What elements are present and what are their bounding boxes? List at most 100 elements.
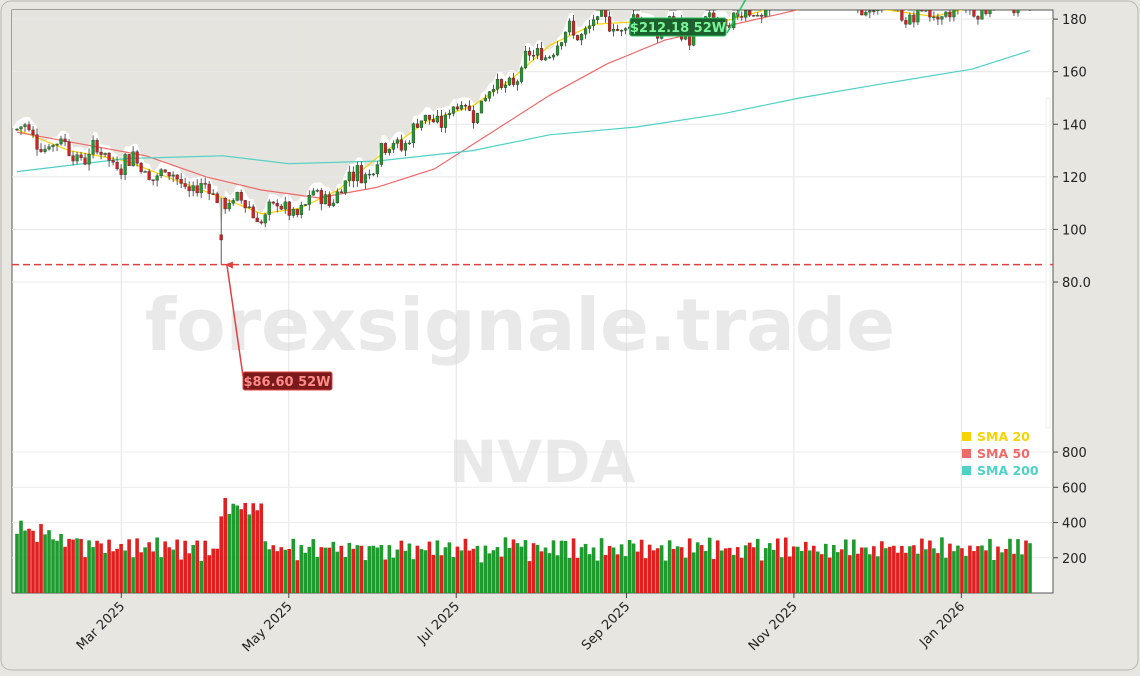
volume-bar <box>864 548 868 593</box>
candle-body <box>84 158 87 165</box>
volume-bar <box>820 554 824 593</box>
y-tick-label: 160 <box>1062 66 1087 81</box>
volume-bar <box>956 546 960 593</box>
volume-bar <box>780 557 784 593</box>
volume-bar <box>223 498 227 593</box>
candle-body <box>156 176 159 180</box>
candle-body <box>44 149 47 152</box>
candle-body <box>912 15 915 22</box>
volume-bar <box>684 558 688 593</box>
volume-bar <box>39 524 43 593</box>
volume-bar <box>348 543 352 593</box>
volume-bar <box>95 541 99 593</box>
volume-bar <box>732 555 736 593</box>
candle-body <box>220 235 223 240</box>
candle-body <box>624 29 627 31</box>
volume-bar <box>336 552 340 593</box>
volume-bar <box>588 554 592 593</box>
volume-bar <box>896 553 900 593</box>
volume-bar <box>680 547 684 593</box>
volume-bar <box>892 546 896 593</box>
volume-bar <box>299 545 303 593</box>
volume-bar <box>127 539 131 593</box>
volume-bar <box>772 550 776 593</box>
volume-bar <box>968 546 972 593</box>
candle-body <box>332 203 335 206</box>
candle-body <box>496 79 499 89</box>
candle-body <box>612 29 615 31</box>
candle-body <box>176 175 179 179</box>
candle <box>520 66 523 84</box>
volume-bar <box>460 550 464 593</box>
volume-bar <box>279 547 283 593</box>
volume-bar <box>131 557 135 593</box>
candle-body <box>977 16 980 19</box>
volume-bar <box>15 534 19 593</box>
volume-bar <box>1008 539 1012 593</box>
volume-bar <box>996 547 1000 593</box>
volume-bar <box>1028 543 1032 593</box>
candle-body <box>756 15 759 16</box>
candle-body <box>532 55 535 56</box>
volume-bar <box>448 542 452 593</box>
candle-body <box>252 207 255 218</box>
candle-body <box>540 48 543 60</box>
candle-body <box>132 152 135 166</box>
y-tick-label: 140 <box>1062 118 1087 133</box>
legend-label: SMA 200 <box>977 463 1039 478</box>
volume-bar <box>31 531 35 593</box>
volume-bar <box>424 550 428 593</box>
volume-bar <box>239 509 243 593</box>
candle-body <box>76 155 79 161</box>
volume-tick-label: 800 <box>1062 446 1087 461</box>
volume-bar <box>1004 549 1008 593</box>
volume-bar <box>111 551 115 593</box>
candle-body <box>308 195 311 204</box>
volume-bar <box>67 539 71 593</box>
volume-bar <box>219 516 223 593</box>
volume-bar <box>404 551 408 593</box>
candle-body <box>272 202 275 203</box>
volume-bar <box>59 534 63 593</box>
legend-label: SMA 50 <box>977 446 1030 461</box>
volume-bar <box>243 503 247 593</box>
volume-bar <box>231 504 235 593</box>
volume-bar <box>668 540 672 593</box>
volume-bar <box>940 537 944 593</box>
candle-body <box>868 11 871 13</box>
candle-body <box>981 9 984 20</box>
candle-body <box>949 12 952 17</box>
candle-body <box>212 194 215 195</box>
volume-bar <box>752 547 756 593</box>
volume-bar <box>652 550 656 593</box>
volume-bar <box>988 539 992 593</box>
volume-tick-label: 400 <box>1062 517 1087 532</box>
volume-bar <box>936 553 940 593</box>
candle-body <box>228 203 231 209</box>
candle-body <box>764 10 767 16</box>
candle-body <box>52 145 55 147</box>
candle-body <box>744 11 747 18</box>
candle-body <box>973 9 976 16</box>
volume-bar <box>484 546 488 593</box>
candle-body <box>312 191 315 195</box>
volume-bar <box>496 547 500 593</box>
volume-bar <box>295 560 299 593</box>
candle-body <box>440 116 443 128</box>
volume-bar <box>952 551 956 593</box>
candle-body <box>344 181 347 193</box>
volume-bar <box>412 559 416 593</box>
volume-bar <box>628 540 632 593</box>
candle-body <box>116 162 119 169</box>
volume-bar <box>19 521 23 593</box>
volume-bar <box>536 545 540 593</box>
candle-body <box>316 190 319 191</box>
y-tick-label: 120 <box>1062 171 1087 186</box>
candle <box>344 180 347 195</box>
volume-bar <box>620 544 624 593</box>
candle-body <box>416 124 419 128</box>
candle-body <box>340 192 343 193</box>
volume-bar <box>964 556 968 593</box>
volume-bar <box>147 542 151 593</box>
candle-body <box>88 154 91 164</box>
